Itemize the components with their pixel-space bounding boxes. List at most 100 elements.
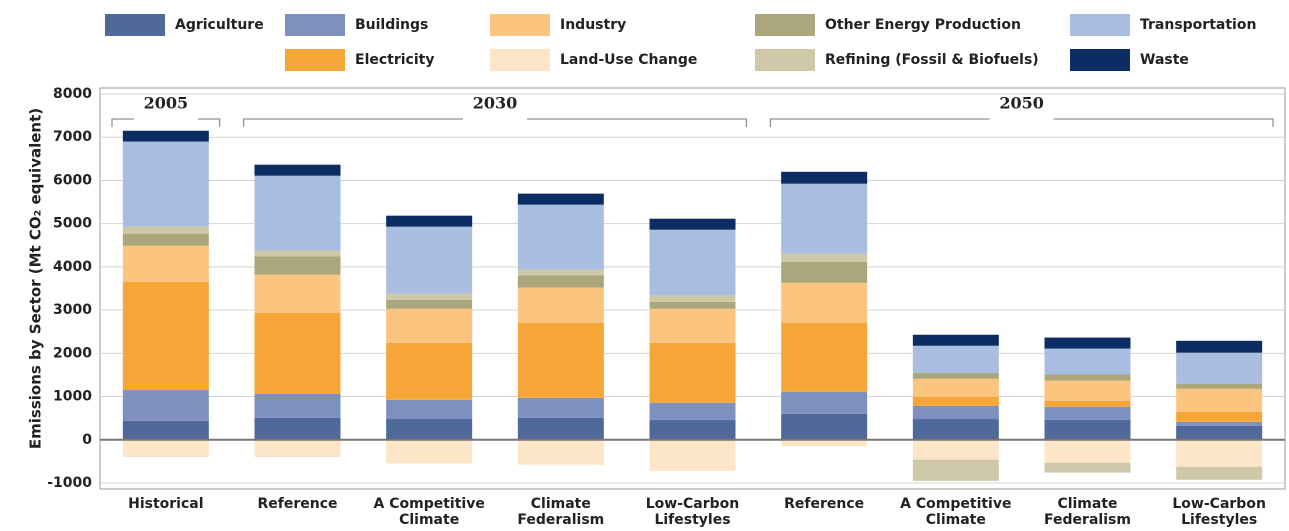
- y-tick-label: 3000: [53, 302, 92, 318]
- bar-segment: [1044, 348, 1131, 375]
- bar-segment: [649, 419, 736, 440]
- bar-segment: [517, 287, 604, 323]
- bar-segment: [781, 171, 868, 184]
- legend-swatch: [285, 49, 345, 71]
- legend-label: Agriculture: [175, 17, 264, 33]
- bar-segment: [649, 308, 736, 343]
- bar-segment: [386, 439, 473, 464]
- x-tick-label: Historical: [128, 496, 204, 512]
- bar-segment: [1176, 425, 1263, 440]
- bar-segment: [254, 256, 341, 275]
- bar-segment: [386, 419, 473, 440]
- legend-swatch: [490, 49, 550, 71]
- bar-segment: [781, 282, 868, 323]
- bar-segment: [122, 233, 209, 246]
- x-tick-label: Low-Carbon Lifestyles: [645, 496, 740, 528]
- bar-segment: [122, 130, 209, 142]
- bar-segment: [1176, 411, 1263, 422]
- bar-segment: [254, 439, 341, 458]
- bar-segment: [649, 218, 736, 230]
- bar-segment: [912, 345, 999, 373]
- x-tick-label: Climate Federalism: [517, 496, 605, 528]
- x-tick-label: Reference: [257, 496, 338, 512]
- bar-segment: [1044, 439, 1131, 463]
- legend-label: Buildings: [355, 17, 428, 33]
- bar-segment: [122, 439, 209, 458]
- bar-segment: [912, 334, 999, 346]
- group-label: 2005: [144, 94, 189, 113]
- bar-segment: [122, 282, 209, 391]
- bar-segment: [912, 378, 999, 397]
- legend-swatch: [285, 14, 345, 36]
- y-tick-label: 8000: [53, 86, 92, 102]
- x-tick-label: A Competitive Climate: [373, 496, 485, 528]
- bar-segment: [649, 301, 736, 309]
- bar-segment: [649, 229, 736, 296]
- legend-label: Land-Use Change: [560, 52, 697, 68]
- legend-label: Electricity: [355, 52, 434, 68]
- y-tick-label: 4000: [53, 259, 92, 275]
- y-tick-label: 6000: [53, 172, 92, 188]
- bar-segment: [781, 439, 868, 447]
- bar-segment: [912, 419, 999, 440]
- bar-segment: [254, 393, 341, 418]
- bar-segment: [781, 322, 868, 392]
- y-tick-label: 0: [82, 432, 92, 448]
- bar-segment: [254, 417, 341, 440]
- legend-swatch: [755, 14, 815, 36]
- x-tick-label: Low-Carbon Lifestyles: [1172, 496, 1266, 528]
- bar-segment: [649, 342, 736, 403]
- bar-segment: [1044, 374, 1131, 381]
- bar-segment: [122, 141, 209, 227]
- bar-segment: [254, 274, 341, 313]
- y-tick-label: 2000: [53, 345, 92, 361]
- bar-segment: [386, 299, 473, 309]
- y-axis-title: Emissions by Sector (Mt CO₂ equivalent): [27, 108, 45, 449]
- legend-swatch: [1070, 14, 1130, 36]
- bar-segment: [386, 308, 473, 343]
- bar-segment: [517, 417, 604, 440]
- bar-segment: [386, 399, 473, 420]
- bar-segment: [649, 439, 736, 471]
- bar-segment: [517, 193, 604, 205]
- bar-segment: [912, 459, 999, 481]
- group-label-bg: [989, 99, 1054, 121]
- bar-segment: [386, 226, 473, 294]
- bar-segment: [1044, 419, 1131, 440]
- bar-segment: [386, 215, 473, 227]
- bar-segment: [254, 312, 341, 394]
- plot-frame: [99, 87, 1286, 490]
- y-tick-label: -1000: [47, 475, 92, 491]
- group-label-bg: [133, 99, 198, 121]
- bar-segment: [517, 439, 604, 465]
- bar-segment: [122, 245, 209, 283]
- y-tick-label: 7000: [53, 129, 92, 145]
- group-label-bg: [463, 99, 527, 121]
- bar-segment: [1176, 439, 1263, 467]
- bar-segment: [517, 269, 604, 276]
- group-label: 2050: [999, 94, 1044, 113]
- bar-segment: [781, 253, 868, 262]
- bar-segment: [781, 261, 868, 283]
- x-tick-label: A Competitive Climate: [900, 496, 1012, 528]
- bar-segment: [122, 420, 209, 440]
- bar-segment: [254, 250, 341, 257]
- legend-swatch: [105, 14, 165, 36]
- bar-segment: [1176, 340, 1263, 353]
- legend-label: Refining (Fossil & Biofuels): [825, 52, 1039, 68]
- legend-label: Other Energy Production: [825, 17, 1021, 33]
- bar-segment: [254, 175, 341, 251]
- y-tick-label: 1000: [53, 389, 92, 405]
- bar-segment: [1176, 388, 1263, 412]
- bar-segment: [912, 439, 999, 460]
- bar-segment: [1044, 462, 1131, 473]
- bar-segment: [1044, 380, 1131, 401]
- bar-segment: [122, 226, 209, 234]
- legend-label: Waste: [1140, 52, 1189, 68]
- legend-swatch: [490, 14, 550, 36]
- bar-segment: [386, 342, 473, 400]
- bar-segment: [912, 405, 999, 420]
- bar-segment: [254, 164, 341, 176]
